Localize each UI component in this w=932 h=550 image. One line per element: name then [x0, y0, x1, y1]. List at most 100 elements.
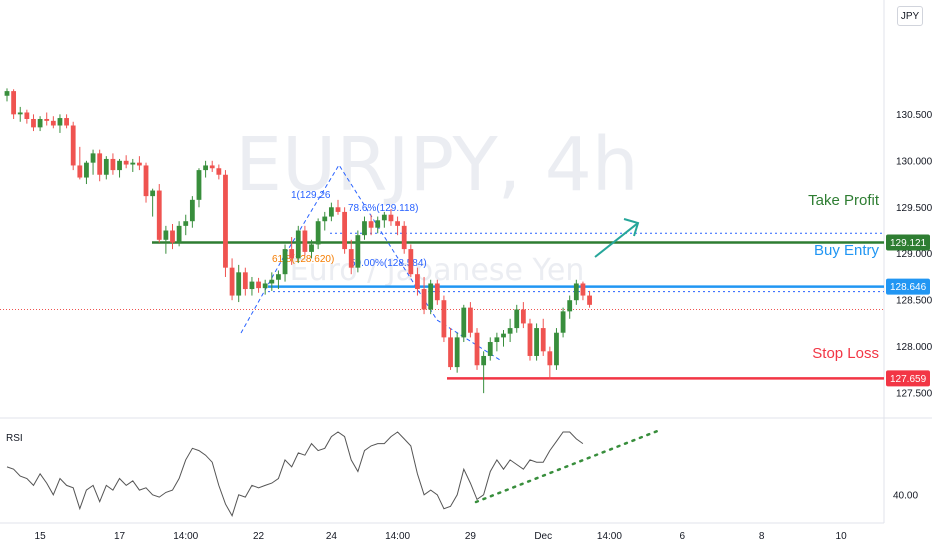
- candle: [269, 272, 275, 291]
- take-profit-label: Take Profit: [808, 192, 880, 209]
- candle: [395, 216, 400, 236]
- candle-body: [355, 235, 361, 268]
- candles[interactable]: [4, 88, 592, 394]
- candle: [534, 323, 539, 361]
- candle-body: [468, 307, 473, 333]
- candle: [580, 281, 586, 301]
- candle: [328, 202, 334, 222]
- candle: [70, 121, 76, 171]
- rsi-line: [6, 431, 584, 517]
- candle-body: [348, 249, 354, 268]
- fib-zigzag-line: [240, 164, 501, 361]
- candle-body: [554, 332, 559, 366]
- candle-body: [428, 283, 434, 310]
- candle-body: [507, 328, 513, 334]
- candle: [203, 160, 208, 178]
- candle: [64, 114, 69, 129]
- buy-entry-price-tag: 128.646: [886, 278, 930, 295]
- time-tick-label: 15: [35, 531, 47, 542]
- candle: [276, 270, 281, 290]
- candle-body: [223, 174, 228, 268]
- candle-body: [415, 274, 420, 290]
- candle: [17, 106, 23, 122]
- candle-body: [487, 342, 493, 356]
- candle-body: [183, 221, 189, 226]
- candle: [130, 158, 136, 172]
- candle: [110, 153, 116, 175]
- currency-badge[interactable]: JPY: [897, 6, 923, 26]
- time-tick-label: 6: [679, 531, 685, 542]
- price-tick-label: 129.500: [896, 203, 932, 214]
- candle-body: [137, 162, 142, 166]
- candle: [514, 304, 520, 333]
- time-axis[interactable]: 15 17 14:00 22 24 14:00 29 Dec 14:00 6 8 10: [35, 531, 848, 542]
- candle-body: [103, 158, 109, 175]
- candle-body: [560, 311, 566, 333]
- stop-loss-label: Stop Loss: [812, 345, 879, 362]
- fib-label-786: 78.6%(129.118): [348, 203, 418, 214]
- time-tick-label: 17: [114, 531, 126, 542]
- price-tick-label: 129.000: [896, 249, 932, 260]
- fibonacci-drawing: 1(129.26 78.6%(129.118) 61.8(128.620) 50…: [240, 164, 501, 361]
- candle-body: [276, 274, 281, 280]
- candle: [362, 216, 367, 240]
- price-tag-bg: [886, 234, 930, 251]
- candle: [77, 146, 83, 180]
- candle-body: [527, 323, 533, 356]
- candle: [315, 218, 321, 250]
- price-tag-text: 129.121: [890, 238, 927, 249]
- time-tick-label: 24: [326, 531, 338, 542]
- candle-body: [209, 165, 215, 169]
- candle-body: [408, 249, 414, 275]
- candle: [421, 276, 427, 315]
- price-tag-text: 127.659: [890, 374, 927, 385]
- time-tick-label: 14:00: [597, 531, 622, 542]
- candle-body: [37, 118, 43, 128]
- candle-body: [534, 328, 539, 356]
- candle-body: [514, 309, 520, 329]
- price-tag-bg: [886, 370, 930, 387]
- candle: [554, 328, 559, 370]
- candle: [573, 279, 579, 305]
- candle: [587, 290, 592, 308]
- time-tick-label: 22: [253, 531, 265, 542]
- time-tick-label: 8: [759, 531, 765, 542]
- candle: [415, 267, 420, 296]
- watermark-title: EURJPY, 4h: [235, 122, 638, 208]
- price-tags: 129.121 128.646 127.659: [886, 234, 930, 387]
- candle: [50, 116, 56, 129]
- candle-body: [368, 221, 374, 228]
- candle-body: [474, 332, 480, 366]
- candle: [487, 337, 493, 361]
- candle-body: [302, 230, 308, 252]
- candle-body: [335, 207, 341, 212]
- candle: [97, 149, 103, 182]
- candle: [282, 244, 288, 282]
- fib-label-top: 1(129.26: [291, 190, 331, 201]
- rsi-pane[interactable]: 40.00: [6, 431, 918, 517]
- candle-body: [328, 207, 334, 217]
- candle-body: [70, 125, 76, 166]
- candle: [24, 109, 30, 124]
- price-tick-label: 128.000: [896, 342, 932, 353]
- candle-body: [203, 165, 208, 171]
- candle: [209, 160, 215, 172]
- candle-body: [540, 328, 546, 352]
- candle-body: [322, 216, 328, 222]
- candle: [454, 332, 460, 373]
- candle: [90, 149, 96, 175]
- candle-body: [57, 118, 63, 126]
- candle: [507, 318, 513, 343]
- candle-body: [163, 230, 169, 240]
- candle: [150, 188, 156, 217]
- price-axis[interactable]: 130.500 130.000 129.500 129.000 128.500 128.0…: [896, 110, 932, 400]
- candle: [322, 211, 328, 231]
- candle: [223, 170, 228, 277]
- candle: [302, 225, 308, 256]
- candle: [481, 351, 487, 394]
- candle: [143, 162, 149, 203]
- candle-body: [494, 337, 500, 343]
- candle: [441, 295, 447, 343]
- candle-body: [196, 170, 202, 200]
- candle: [256, 277, 261, 293]
